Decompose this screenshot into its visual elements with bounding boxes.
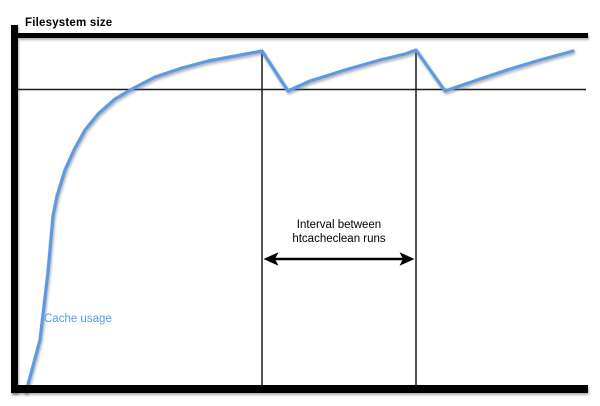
filesystem-size-label: Filesystem size [25, 17, 113, 29]
cache-usage-label: Cache usage [44, 313, 112, 325]
y-axis [11, 25, 18, 393]
interval-arrowhead-right-icon [399, 252, 415, 266]
interval-annotation-line2: htcacheclean runs [292, 233, 386, 245]
filesystem-size-line [18, 33, 588, 38]
interval-annotation-line1: Interval between [296, 219, 382, 231]
interval-arrowhead-left-icon [263, 252, 279, 266]
interval-annotation: Interval between htcacheclean runs [239, 218, 439, 246]
cache-usage-curve [24, 48, 575, 394]
x-axis [11, 385, 588, 393]
